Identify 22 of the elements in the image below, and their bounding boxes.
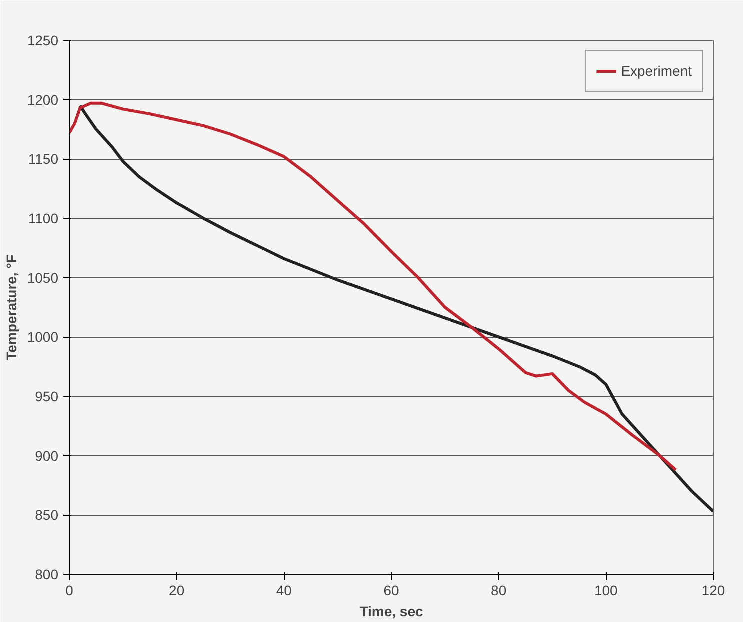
y-tick-label: 850 xyxy=(35,507,59,524)
x-tick-label: 60 xyxy=(384,582,400,598)
line-series xyxy=(78,104,714,514)
y-tick-label: 950 xyxy=(35,388,59,404)
y-tick-label: 1100 xyxy=(28,210,59,226)
x-tick-label: 40 xyxy=(276,582,292,598)
x-tick-label: 120 xyxy=(702,582,726,598)
y-tick-label: 1050 xyxy=(27,270,59,286)
y-tick-label: 1150 xyxy=(28,151,59,168)
y-tick-label: 800 xyxy=(35,566,59,582)
line-series xyxy=(70,102,678,472)
y-tick-label: 900 xyxy=(35,448,59,464)
y-axis-title: Temperature, °F xyxy=(3,254,20,360)
legend-label: Experiment xyxy=(621,63,692,79)
x-tick-label: 80 xyxy=(491,582,507,598)
y-tick-label: 1250 xyxy=(27,32,59,48)
y-tick-label: 1000 xyxy=(27,329,59,346)
y-tick-label: 1200 xyxy=(27,92,59,108)
x-tick-label: 0 xyxy=(66,582,74,598)
x-axis-title: Time, sec xyxy=(360,604,424,620)
x-tick-label: 100 xyxy=(594,582,618,598)
x-tick-label: 20 xyxy=(169,582,185,598)
